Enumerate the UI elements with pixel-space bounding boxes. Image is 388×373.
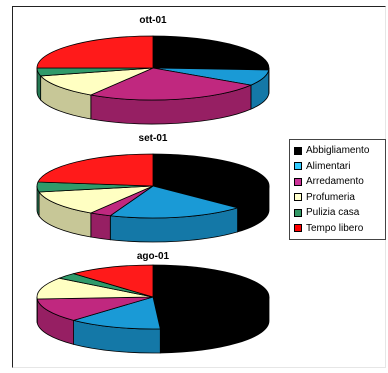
legend-item-profumeria: Profumeria bbox=[294, 190, 383, 206]
legend-swatch-tempo-libero bbox=[294, 224, 302, 233]
legend-label-alimentari: Alimentari bbox=[306, 160, 351, 172]
legend-item-tempo-libero: Tempo libero bbox=[294, 221, 383, 237]
legend-label-arredamento: Arredamento bbox=[306, 176, 364, 188]
legend-item-arredamento: Arredamento bbox=[294, 174, 383, 190]
legend-item-abbigliamento: Abbigliamento bbox=[294, 143, 383, 159]
pie-slice-set-01-abbigliamento bbox=[152, 153, 270, 209]
pie-set-01: set-01 bbox=[36, 133, 270, 243]
legend-label-abbigliamento: Abbigliamento bbox=[306, 145, 370, 157]
legend-swatch-arredamento bbox=[294, 177, 302, 186]
legend-swatch-profumeria bbox=[294, 193, 302, 202]
legend-swatch-pulizia-casa bbox=[294, 208, 302, 217]
pie-slice-ago-01-alimentari bbox=[72, 296, 161, 330]
legend-item-pulizia-casa: Pulizia casa bbox=[294, 205, 383, 221]
pie-side-set-01-arredamento bbox=[90, 212, 111, 241]
pie-slice-set-01-tempo-libero bbox=[37, 153, 154, 187]
pie-slice-ott-01-arredamento bbox=[89, 67, 253, 101]
pie-title-ott-01: ott-01 bbox=[139, 15, 167, 26]
pie-slice-set-01-profumeria bbox=[38, 185, 154, 214]
legend-swatch-abbigliamento bbox=[294, 146, 302, 155]
legend-item-alimentari: Alimentari bbox=[294, 159, 383, 175]
pie-slice-ott-01-tempo-libero bbox=[36, 35, 154, 69]
pie-ago-01: ago-01 bbox=[36, 251, 270, 354]
legend-label-pulizia-casa: Pulizia casa bbox=[306, 207, 360, 219]
chart-legend: Abbigliamento Alimentari Arredamento Pro… bbox=[289, 139, 386, 240]
pie-title-set-01: set-01 bbox=[139, 133, 168, 144]
pie-ott-01: ott-01 bbox=[36, 15, 270, 125]
pie-slice-ago-01-profumeria bbox=[36, 277, 154, 300]
pie-slice-ott-01-profumeria bbox=[39, 67, 154, 96]
pie-title-ago-01: ago-01 bbox=[137, 251, 170, 262]
legend-swatch-alimentari bbox=[294, 162, 302, 171]
legend-label-profumeria: Profumeria bbox=[306, 191, 355, 203]
pie-slice-ott-01-abbigliamento bbox=[152, 35, 270, 71]
pie-slice-ago-01-arredamento bbox=[36, 296, 154, 321]
pie-slice-ago-01-abbigliamento bbox=[152, 264, 270, 330]
legend-label-tempo-libero: Tempo libero bbox=[306, 222, 364, 234]
pie-slice-ago-01-tempo-libero bbox=[72, 264, 154, 298]
